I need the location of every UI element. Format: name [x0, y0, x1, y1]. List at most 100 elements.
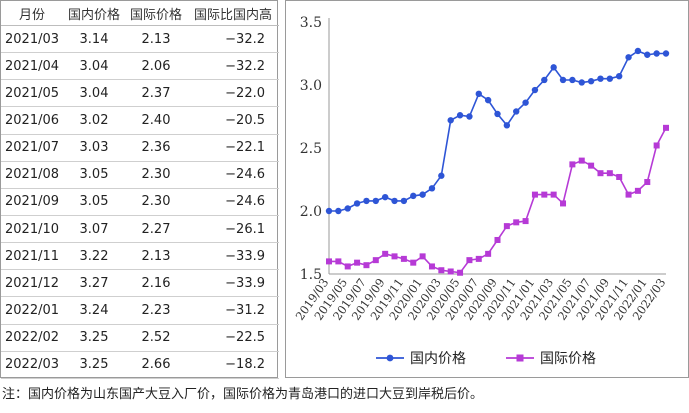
cell-month: 2021/06: [1, 106, 63, 135]
cell-diff: −22.0: [187, 79, 279, 108]
cell-domestic-price: 3.24: [63, 296, 125, 325]
series-1-point: [372, 257, 379, 264]
series-1-point: [410, 259, 417, 266]
cell-month: 2021/07: [1, 134, 63, 162]
cell-international-price: 2.36: [125, 134, 187, 162]
cell-month: 2021/11: [1, 242, 63, 271]
y-tick-label: 3.0: [300, 78, 322, 94]
series-0-point: [363, 197, 370, 205]
table-row: 2021/03 3.14 2.13 −32.2: [1, 25, 279, 54]
cell-diff: −33.9: [187, 269, 279, 298]
cell-month: 2021/10: [1, 215, 63, 244]
table-header-row: 月份 国内价格 国际价格 国际比国内高: [1, 1, 279, 26]
cell-international-price: 2.30: [125, 161, 187, 189]
series-1-point: [457, 269, 464, 276]
cell-month: 2022/03: [1, 351, 63, 379]
cell-domestic-price: 3.07: [63, 215, 125, 244]
cell-month: 2021/12: [1, 269, 63, 298]
series-0-point: [400, 197, 408, 205]
series-0-point: [381, 193, 389, 201]
cell-international-price: 2.40: [125, 106, 187, 135]
series-line-1: [329, 127, 667, 274]
series-0-point: [541, 76, 548, 84]
y-tick-label: 1.5: [300, 267, 322, 283]
cell-diff: −22.1: [187, 134, 279, 162]
series-0-point: [615, 72, 623, 80]
cell-domestic-price: 3.25: [63, 351, 125, 379]
legend-label-1: 国际价格: [540, 351, 596, 367]
series-1-point: [438, 267, 445, 274]
series-1-point: [494, 236, 501, 243]
cell-diff: −31.2: [187, 296, 279, 325]
series-0-point: [662, 50, 670, 57]
series-1-point: [569, 161, 576, 168]
table-row: 2021/04 3.04 2.06 −32.2: [1, 52, 279, 81]
series-0-point: [484, 96, 492, 104]
series-1-point: [447, 268, 454, 275]
series-1-point: [578, 157, 585, 164]
series-line-0: [329, 50, 666, 212]
cell-international-price: 2.52: [125, 324, 187, 352]
series-1-point: [428, 263, 435, 270]
series-0-point: [325, 207, 333, 215]
series-0-point: [644, 51, 651, 58]
series-1-point: [344, 263, 351, 270]
cell-domestic-price: 3.03: [63, 134, 125, 162]
cell-diff: −24.6: [187, 161, 279, 189]
series-1-point: [653, 142, 660, 149]
series-0-point: [597, 75, 604, 82]
series-0-point: [456, 112, 464, 119]
series-0-point: [344, 205, 351, 212]
series-0-point: [634, 47, 642, 55]
cell-diff: −24.6: [187, 188, 279, 216]
series-0-point: [578, 79, 585, 86]
series-1-point: [466, 257, 473, 264]
series-1-point: [531, 191, 538, 198]
table-row: 2021/11 3.22 2.13 −33.9: [1, 242, 279, 271]
cell-month: 2021/05: [1, 79, 63, 108]
series-0-point: [522, 99, 529, 106]
series-1-point: [363, 262, 370, 269]
cell-diff: −22.5: [187, 324, 279, 352]
cell-domestic-price: 3.05: [63, 161, 125, 189]
cell-domestic-price: 3.05: [63, 188, 125, 216]
series-0-point: [372, 197, 380, 205]
cell-month: 2021/03: [1, 25, 63, 54]
cell-domestic-price: 3.04: [63, 52, 125, 81]
series-0-point: [559, 76, 567, 84]
cell-international-price: 2.27: [125, 215, 187, 244]
cell-domestic-price: 3.04: [63, 79, 125, 108]
cell-month: 2022/01: [1, 296, 63, 325]
price-table: 月份 国内价格 国际价格 国际比国内高 2021/03 3.14 2.13 −32.2…: [1, 1, 279, 379]
price-table-panel: 月份 国内价格 国际价格 国际比国内高 2021/03 3.14 2.13 −32.2…: [0, 0, 279, 379]
series-0-point: [428, 185, 436, 192]
table-row: 2022/02 3.25 2.52 −22.5: [1, 324, 279, 352]
series-1-point: [503, 223, 510, 230]
series-0-point: [419, 191, 426, 198]
table-row: 2021/09 3.05 2.30 −24.6: [1, 188, 279, 216]
series-1-point: [382, 250, 389, 257]
series-1-point: [419, 253, 426, 260]
table-row: 2021/12 3.27 2.16 −33.9: [1, 269, 279, 298]
cell-domestic-price: 3.25: [63, 324, 125, 352]
series-0-point: [531, 86, 539, 94]
cell-month: 2021/04: [1, 52, 63, 81]
series-1-point: [541, 191, 548, 198]
series-0-point: [475, 90, 482, 98]
series-0-point: [447, 117, 454, 124]
cell-diff: −32.2: [187, 25, 279, 54]
cell-diff: −20.5: [187, 106, 279, 135]
table-row: 2022/03 3.25 2.66 −18.2: [1, 351, 279, 379]
cell-domestic-price: 3.27: [63, 269, 125, 298]
series-0-point: [513, 108, 520, 115]
series-0-point: [494, 110, 501, 118]
cell-international-price: 2.13: [125, 25, 187, 54]
series-1-point: [485, 250, 492, 257]
series-0-point: [353, 200, 361, 207]
cell-international-price: 2.13: [125, 242, 187, 271]
cell-month: 2021/08: [1, 161, 63, 189]
y-tick-label: 2.0: [300, 204, 322, 220]
header-diff: 国际比国内高: [187, 1, 279, 26]
table-row: 2021/10 3.07 2.27 −26.1: [1, 215, 279, 244]
cell-diff: −32.2: [187, 52, 279, 81]
